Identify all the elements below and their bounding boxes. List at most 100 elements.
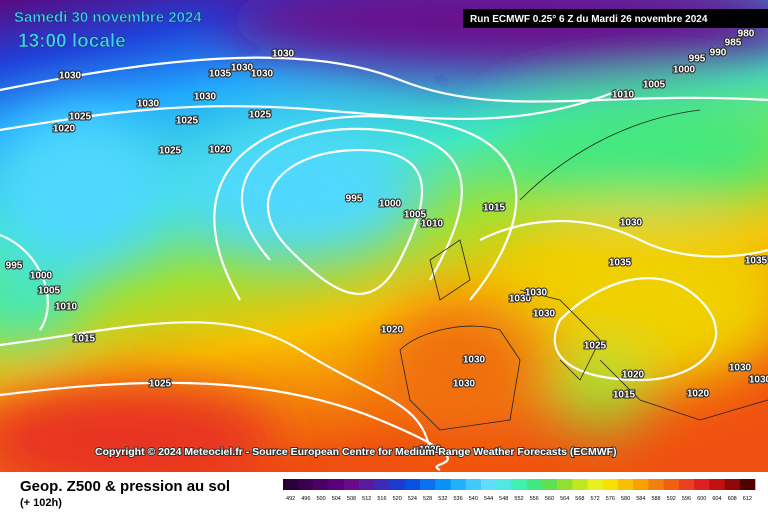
run-box bbox=[463, 9, 768, 28]
isobar-label: 1020 bbox=[687, 389, 710, 400]
scale-swatch bbox=[496, 479, 512, 490]
scale-label: 520 bbox=[393, 496, 402, 502]
scale-label: 612 bbox=[743, 496, 752, 502]
scale-label: 552 bbox=[514, 496, 523, 502]
isobar-label: 995 bbox=[346, 194, 363, 205]
isobar-label: 1035 bbox=[745, 256, 768, 267]
isobar-label: 1030 bbox=[137, 99, 160, 110]
scale-swatch bbox=[617, 479, 634, 490]
run-info: Run ECMWF 0.25° 6 Z du Mardi 26 novembre… bbox=[470, 14, 708, 25]
scale-label: 608 bbox=[728, 496, 737, 502]
scale-label: 580 bbox=[621, 496, 630, 502]
isobar-label: 1025 bbox=[149, 379, 172, 390]
scale-swatch bbox=[724, 479, 741, 490]
scale-swatch bbox=[480, 479, 497, 490]
scale-swatch bbox=[557, 479, 573, 490]
scale-label: 492 bbox=[286, 496, 295, 502]
isobar-label: 995 bbox=[6, 261, 23, 272]
isobar-label: 1030 bbox=[509, 294, 532, 305]
scale-swatch bbox=[648, 479, 664, 490]
scale-label: 544 bbox=[484, 496, 493, 502]
map-time: 13:00 locale bbox=[18, 31, 126, 52]
scale-label: 560 bbox=[545, 496, 554, 502]
isobar-label: 1020 bbox=[622, 370, 645, 381]
scale-label: 528 bbox=[423, 496, 432, 502]
isobar-label: 985 bbox=[725, 38, 742, 49]
isobar-label: 1035 bbox=[209, 69, 232, 80]
scale-swatch bbox=[511, 479, 527, 490]
scale-swatch bbox=[465, 479, 482, 490]
coastlines bbox=[399, 109, 768, 431]
scale-label: 584 bbox=[636, 496, 645, 502]
scale-swatch bbox=[678, 479, 695, 490]
legend-lead: (+ 102h) bbox=[20, 497, 62, 509]
scale-swatch bbox=[374, 479, 390, 490]
scale-label: 532 bbox=[438, 496, 447, 502]
isobar-label: 1030 bbox=[194, 92, 217, 103]
isobar-label: 1015 bbox=[613, 390, 636, 401]
scale-swatch bbox=[739, 479, 756, 490]
isobar-label: 1005 bbox=[643, 80, 666, 91]
scale-swatch bbox=[283, 479, 299, 490]
scale-swatch bbox=[663, 479, 680, 490]
scale-swatch bbox=[572, 479, 588, 490]
scale-label: 540 bbox=[469, 496, 478, 502]
scale-label: 592 bbox=[667, 496, 676, 502]
scale-label: 508 bbox=[347, 496, 356, 502]
scale-label: 568 bbox=[575, 496, 584, 502]
scale-swatch bbox=[389, 479, 406, 490]
scale-swatch bbox=[435, 479, 451, 490]
legend-panel bbox=[0, 472, 768, 512]
scale-swatch bbox=[694, 479, 710, 490]
scale-label: 500 bbox=[316, 496, 325, 502]
isobar-label: 1015 bbox=[73, 334, 96, 345]
isobar-label: 1030 bbox=[729, 363, 752, 374]
isobar-label: 1030 bbox=[749, 375, 768, 386]
isobar-label: 1030 bbox=[620, 218, 643, 229]
isobar-label: 1030 bbox=[231, 63, 254, 74]
isobar-label: 1015 bbox=[483, 203, 506, 214]
scale-swatch bbox=[404, 479, 421, 490]
isobar-label: 1000 bbox=[30, 271, 53, 282]
isobar-label: 1005 bbox=[38, 286, 61, 297]
isobar-label: 1030 bbox=[251, 69, 274, 80]
isobar-label: 995 bbox=[689, 54, 706, 65]
scale-swatch bbox=[420, 479, 436, 490]
scale-label: 536 bbox=[454, 496, 463, 502]
scale-swatch bbox=[450, 479, 467, 490]
isobar-label: 1010 bbox=[55, 302, 78, 313]
map-date: Samedi 30 novembre 2024 bbox=[14, 9, 202, 26]
legend-title: Geop. Z500 & pression au sol bbox=[20, 478, 230, 495]
scale-label: 496 bbox=[301, 496, 310, 502]
isobar-label: 980 bbox=[738, 29, 755, 40]
isobar-label: 1020 bbox=[53, 124, 76, 135]
scale-swatch bbox=[587, 479, 604, 490]
scale-label: 572 bbox=[591, 496, 600, 502]
scale-swatch bbox=[709, 479, 725, 490]
map-background bbox=[0, 0, 768, 500]
isobar-label: 1000 bbox=[673, 65, 696, 76]
scale-swatch bbox=[359, 479, 375, 490]
isobar-label: 1010 bbox=[612, 90, 635, 101]
isobar-label: 1030 bbox=[463, 355, 486, 366]
isobar-label: 1020 bbox=[381, 325, 404, 336]
isobar-label: 1030 bbox=[453, 379, 476, 390]
scale-label: 548 bbox=[499, 496, 508, 502]
scale-label: 600 bbox=[697, 496, 706, 502]
isobar-label: 1025 bbox=[584, 341, 607, 352]
scale-swatch bbox=[541, 479, 558, 490]
scale-swatch bbox=[298, 479, 314, 490]
isobar-label: 1020 bbox=[209, 145, 232, 156]
scale-label: 588 bbox=[651, 496, 660, 502]
scale-label: 596 bbox=[682, 496, 691, 502]
scale-label: 556 bbox=[530, 496, 539, 502]
scale-swatch bbox=[328, 479, 345, 490]
scale-label: 524 bbox=[408, 496, 417, 502]
scale-swatch bbox=[313, 479, 329, 490]
isobar-label: 1030 bbox=[59, 71, 82, 82]
isobar-label: 1025 bbox=[176, 116, 199, 127]
isobars bbox=[0, 56, 768, 471]
scale-swatch bbox=[602, 479, 619, 490]
